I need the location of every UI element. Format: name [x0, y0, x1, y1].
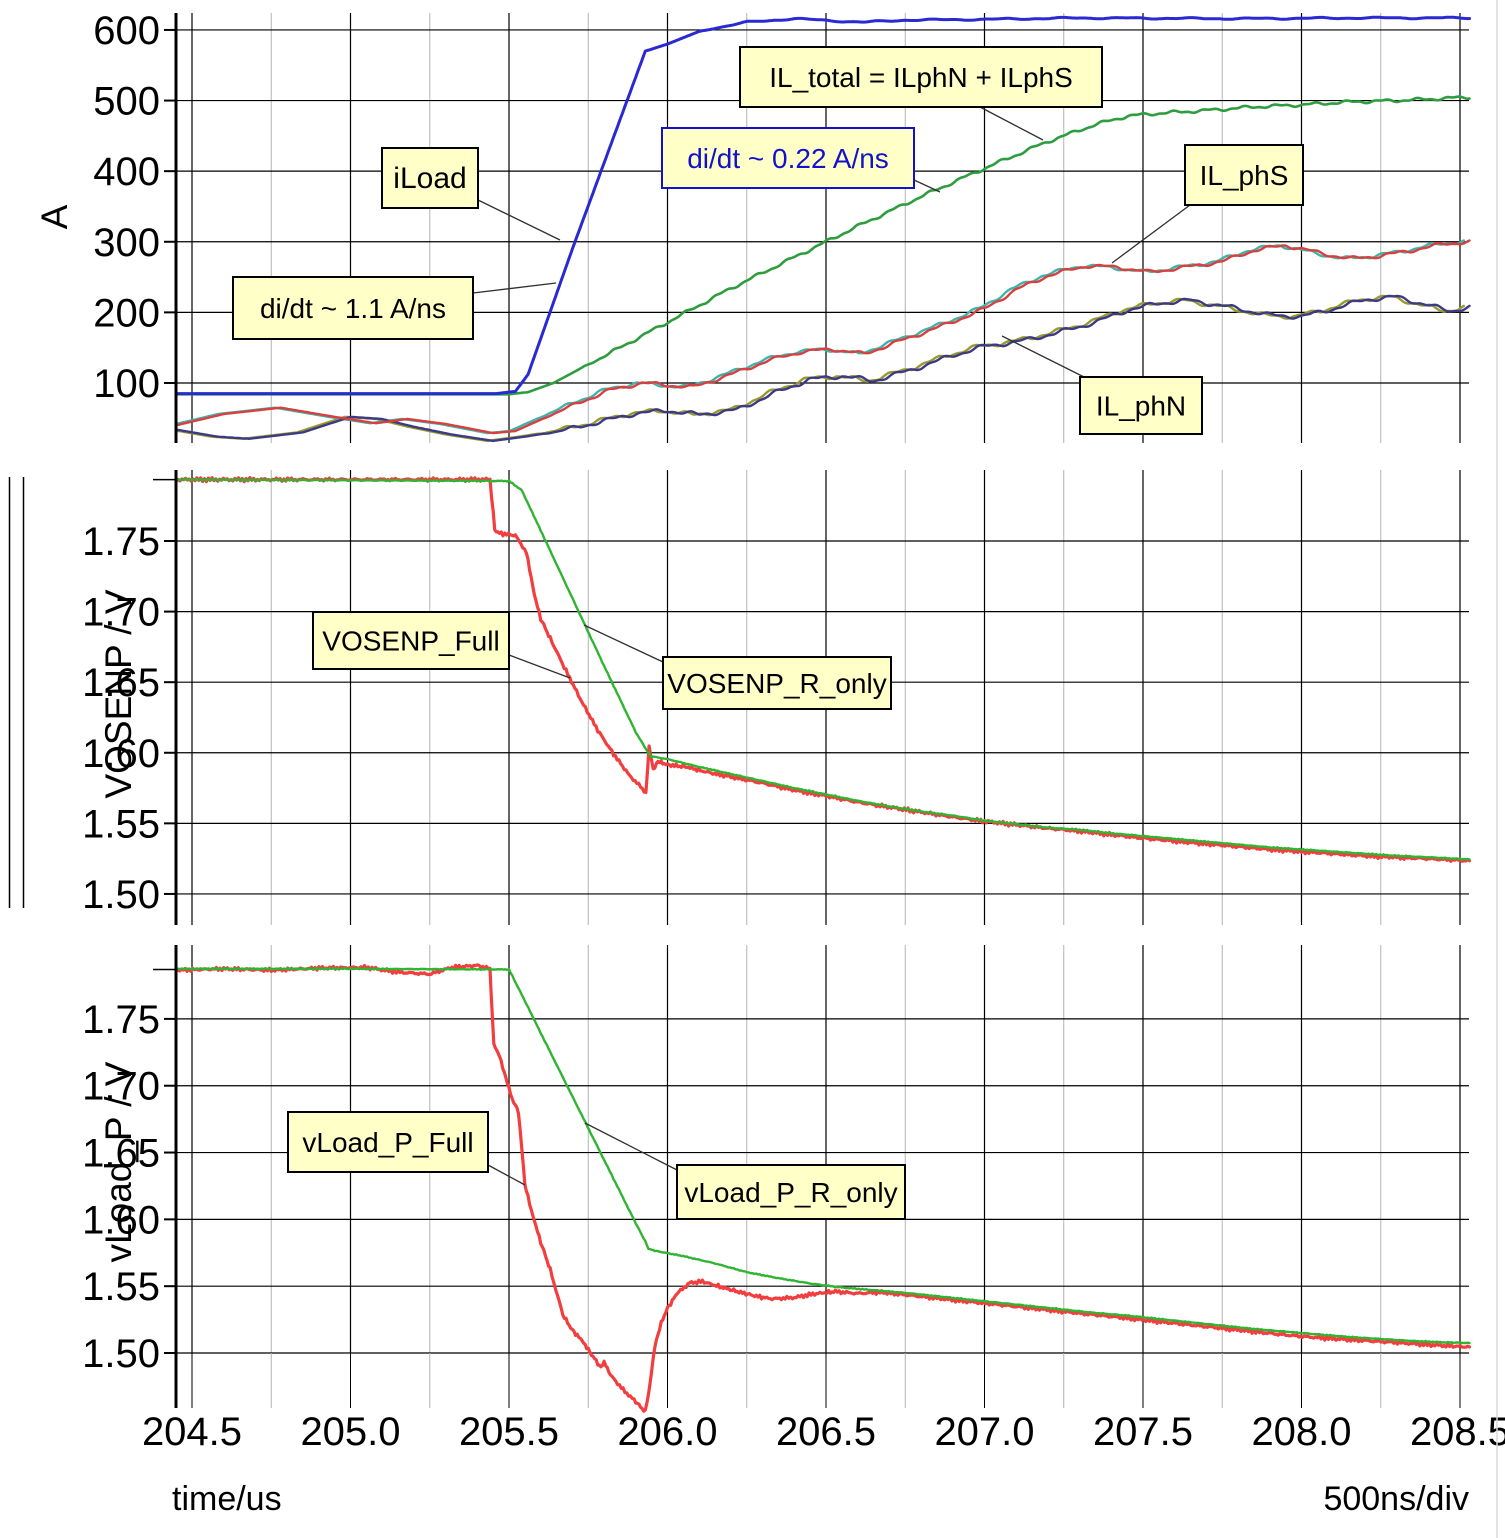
- annotation-box: [1184, 144, 1304, 206]
- annotation-text: VOSENP_R_only: [667, 668, 886, 699]
- x-tick-label: 205.0: [300, 1410, 400, 1454]
- middle-panel-left-marks: [8, 477, 25, 908]
- x-tick-label: 206.5: [776, 1410, 876, 1454]
- annotation-box: [739, 46, 1103, 108]
- annotation-text: di/dt ~ 1.1 A/ns: [260, 293, 446, 324]
- y-tick-label: 100: [93, 362, 160, 406]
- annotation-text: IL_phN: [1096, 391, 1186, 422]
- panel-vosenp: 1.75 1.70 1.65 1.60 1.55 1.50: [82, 470, 1472, 925]
- series-vLoad_P_Full: [174, 963, 1472, 1413]
- y-tick-label: 1.65: [82, 661, 160, 705]
- series-iLoad: [174, 15, 1471, 396]
- gridlines-horizontal: 1.75 1.70 1.65 1.60 1.55 1.50: [82, 520, 1469, 917]
- y-tick-label: 1.50: [82, 1332, 160, 1376]
- annotation-text: vLoad_P_R_only: [684, 1177, 897, 1208]
- annotation-vload-p-full: vLoad_P_Full: [287, 1111, 526, 1186]
- annotation-text: iLoad: [393, 162, 466, 195]
- annotation-box: [312, 611, 510, 670]
- x-tick-label: 207.5: [1093, 1410, 1193, 1454]
- annotation-il-phs: IL_phS: [1111, 144, 1304, 264]
- annotation-vosenp-full: VOSENP_Full: [312, 611, 571, 679]
- time-per-div-label: 500ns/div: [1323, 1480, 1469, 1518]
- x-tick-label: 208.0: [1251, 1410, 1351, 1454]
- y-tick-label: 1.70: [82, 1065, 160, 1109]
- panel-vload_p: 1.75 1.70 1.65 1.60 1.55 1.50: [82, 945, 1472, 1413]
- y-tick-label: 500: [93, 80, 160, 124]
- annotation-box: [662, 656, 892, 710]
- y-tick-label: 1.60: [82, 1198, 160, 1242]
- annotation-il-phn: IL_phN: [1001, 335, 1203, 435]
- annotation-vosenp-r-only: VOSENP_R_only: [583, 624, 892, 710]
- annotation-box: [661, 127, 915, 189]
- x-tick-label: 204.5: [142, 1410, 242, 1454]
- annotation-text: di/dt ~ 0.22 A/ns: [687, 143, 889, 174]
- annotation-text: VOSENP_Full: [322, 626, 499, 657]
- annotation-text: IL_total = ILphN + ILphS: [769, 62, 1073, 93]
- x-axis-title: time/us: [172, 1480, 282, 1518]
- annotation-text: IL_phS: [1200, 160, 1289, 191]
- y-tick-label: 200: [93, 291, 160, 335]
- x-tick-label: 207.0: [934, 1410, 1034, 1454]
- annotation-il-total-ilphn-ilphs: IL_total = ILphN + ILphS: [739, 46, 1103, 141]
- annotation-box: [287, 1111, 489, 1173]
- annotation-vload-p-r-only: vLoad_P_R_only: [584, 1122, 906, 1220]
- annotation-box: [676, 1164, 906, 1220]
- y-tick-label: 1.65: [82, 1132, 160, 1176]
- y-tick-label: 1.55: [82, 1265, 160, 1309]
- y-tick-label: 400: [93, 150, 160, 194]
- y-tick-label: 600: [93, 9, 160, 53]
- annotation-di-dt-0-22-a-ns: di/dt ~ 0.22 A/ns: [661, 127, 941, 193]
- x-axis: 204.5 205.0 205.5 206.0 206.5 207.0 207.5 208.0…: [142, 1353, 1505, 1454]
- series-IL_phS: [175, 239, 1471, 435]
- y-tick-label: 300: [93, 221, 160, 265]
- x-tick-label: 208.5: [1410, 1410, 1505, 1454]
- annotation-di-dt-1-1-a-ns: di/dt ~ 1.1 A/ns: [232, 276, 557, 340]
- y-tick-label: 1.50: [82, 873, 160, 917]
- annotation-text: vLoad_P_Full: [302, 1127, 473, 1158]
- annotation-box: [232, 276, 474, 340]
- gridlines-horizontal: 1.75 1.70 1.65 1.60 1.55 1.50: [82, 998, 1469, 1376]
- y-axis-title-currents: A: [34, 204, 75, 230]
- y-tick-label: 1.70: [82, 591, 160, 635]
- series-VOSENP_R_only: [175, 478, 1471, 861]
- series-vLoad_P_R_only: [175, 967, 1471, 1345]
- y-tick-label: 1.55: [82, 802, 160, 846]
- annotation-box: [1079, 376, 1203, 435]
- y-tick-label: 1.75: [82, 520, 160, 564]
- y-axis-title-vosenp: VOSENP / V: [98, 589, 139, 799]
- annotation-iload: iLoad: [381, 147, 561, 241]
- x-tick-label: 206.0: [617, 1410, 717, 1454]
- y-axis-title-vload: vLoad_P / V: [98, 1061, 139, 1263]
- annotation-box: [381, 147, 479, 209]
- y-tick-label: 1.75: [82, 998, 160, 1042]
- x-tick-label: 205.5: [459, 1410, 559, 1454]
- y-tick-label: 1.60: [82, 732, 160, 776]
